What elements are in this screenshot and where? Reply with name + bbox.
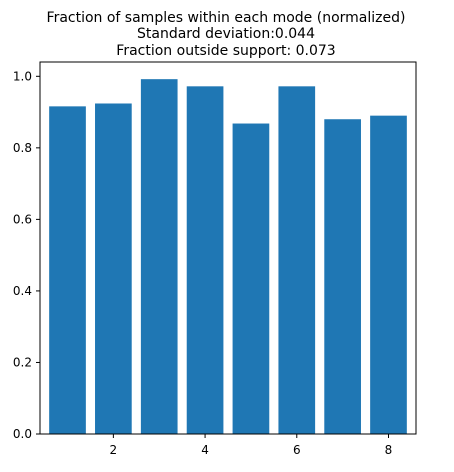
x-tick-label: 8: [385, 443, 393, 457]
y-tick-label: 0.4: [13, 284, 32, 298]
y-tick-label: 0.6: [13, 212, 32, 226]
axes: [39, 61, 417, 435]
y-tick-label: 0.8: [13, 141, 32, 155]
chart-title-line-1: Fraction of samples within each mode (no…: [47, 10, 406, 26]
bar-7: [324, 119, 361, 434]
chart-title: Fraction of samples within each mode (no…: [47, 10, 406, 59]
bar-3: [140, 79, 178, 435]
chart-title-line-3: Fraction outside support: 0.073: [116, 43, 335, 59]
y-tick-label: 1.0: [13, 69, 32, 83]
bar-4: [186, 86, 224, 435]
plot-frame: [39, 61, 417, 435]
x-tick-label: 6: [293, 443, 301, 457]
bars: [49, 79, 407, 435]
y-tick-label: 0.0: [13, 427, 32, 441]
bar-8: [370, 115, 407, 435]
chart-title-line-2: Standard deviation:0.044: [137, 26, 315, 42]
bar-2: [95, 103, 132, 434]
x-axis-ticks: 2 4 6 8: [110, 434, 393, 457]
y-axis-ticks: 0.0 0.2 0.4 0.6 0.8 1.0: [13, 69, 40, 441]
bar-1: [49, 106, 86, 434]
x-tick-label: 4: [201, 443, 209, 457]
x-tick-label: 2: [110, 443, 118, 457]
bar-5: [232, 123, 270, 435]
y-tick-label: 0.2: [13, 355, 32, 369]
bar-6: [278, 86, 316, 435]
